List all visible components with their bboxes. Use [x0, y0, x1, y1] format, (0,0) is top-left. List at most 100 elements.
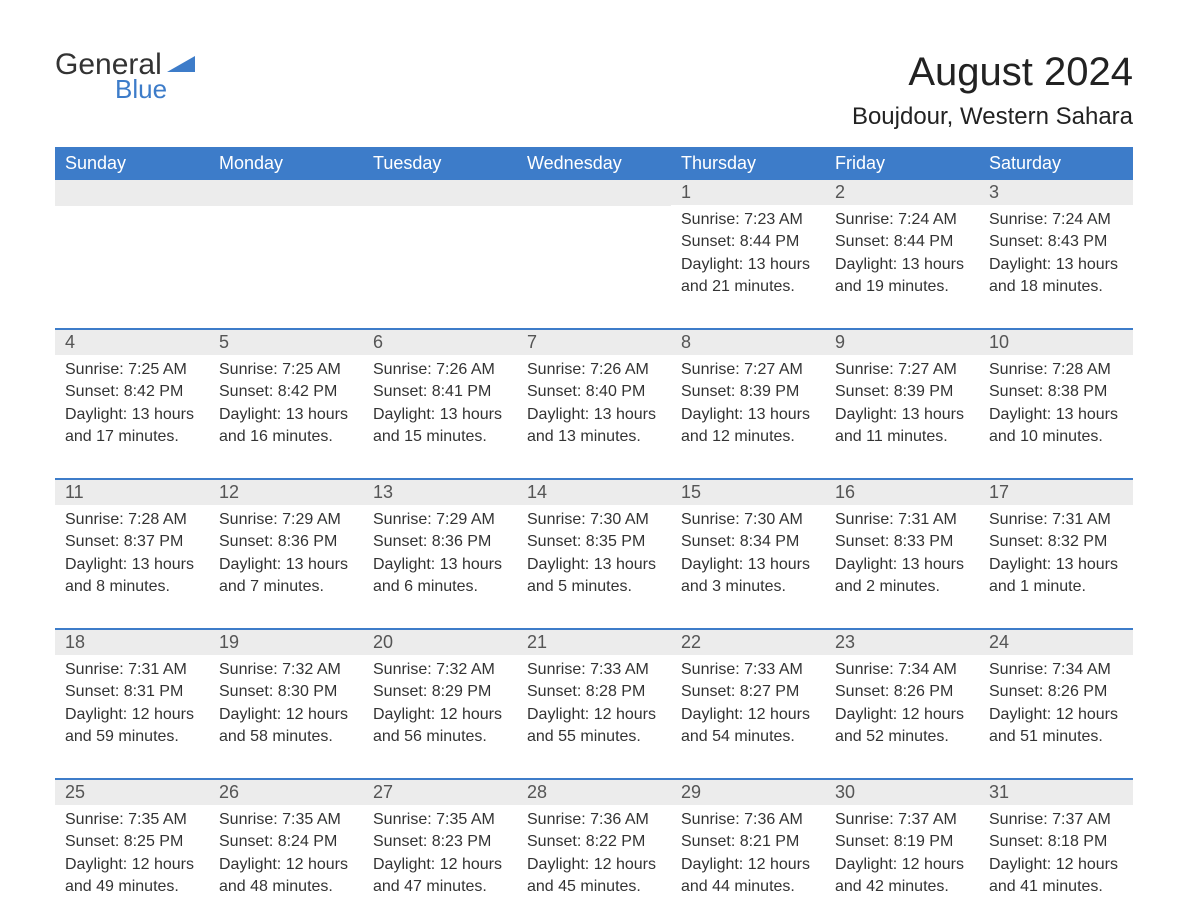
- day-number: 26: [209, 780, 363, 805]
- daylight-text-1: Daylight: 13 hours: [219, 404, 353, 426]
- day-cell: 20Sunrise: 7:32 AMSunset: 8:29 PMDayligh…: [363, 630, 517, 760]
- daylight-text-2: and 17 minutes.: [65, 426, 199, 448]
- daylight-text-1: Daylight: 13 hours: [989, 254, 1123, 276]
- sunset-text: Sunset: 8:44 PM: [681, 231, 815, 253]
- sunset-text: Sunset: 8:37 PM: [65, 531, 199, 553]
- day-number: 14: [517, 480, 671, 505]
- daylight-text-1: Daylight: 12 hours: [835, 704, 969, 726]
- daylight-text-1: Daylight: 12 hours: [527, 704, 661, 726]
- daylight-text-1: Daylight: 12 hours: [681, 854, 815, 876]
- daylight-text-2: and 8 minutes.: [65, 576, 199, 598]
- sunrise-text: Sunrise: 7:31 AM: [65, 659, 199, 681]
- day-number: 18: [55, 630, 209, 655]
- daylight-text-2: and 56 minutes.: [373, 726, 507, 748]
- daylight-text-1: Daylight: 13 hours: [527, 554, 661, 576]
- daylight-text-2: and 59 minutes.: [65, 726, 199, 748]
- day-number: 21: [517, 630, 671, 655]
- daylight-text-2: and 2 minutes.: [835, 576, 969, 598]
- daylight-text-1: Daylight: 12 hours: [219, 704, 353, 726]
- sunrise-text: Sunrise: 7:26 AM: [527, 359, 661, 381]
- sunset-text: Sunset: 8:42 PM: [65, 381, 199, 403]
- sunrise-text: Sunrise: 7:24 AM: [989, 209, 1123, 231]
- sunset-text: Sunset: 8:22 PM: [527, 831, 661, 853]
- daylight-text-2: and 18 minutes.: [989, 276, 1123, 298]
- day-content: Sunrise: 7:27 AMSunset: 8:39 PMDaylight:…: [671, 355, 825, 453]
- day-number: 6: [363, 330, 517, 355]
- day-cell: 11Sunrise: 7:28 AMSunset: 8:37 PMDayligh…: [55, 480, 209, 610]
- calendar: SundayMondayTuesdayWednesdayThursdayFrid…: [55, 147, 1133, 910]
- day-cell: 21Sunrise: 7:33 AMSunset: 8:28 PMDayligh…: [517, 630, 671, 760]
- weeks-container: 1Sunrise: 7:23 AMSunset: 8:44 PMDaylight…: [55, 180, 1133, 910]
- daylight-text-2: and 52 minutes.: [835, 726, 969, 748]
- sunrise-text: Sunrise: 7:35 AM: [373, 809, 507, 831]
- day-cell: 28Sunrise: 7:36 AMSunset: 8:22 PMDayligh…: [517, 780, 671, 910]
- empty-day-bar: [363, 180, 517, 206]
- sunrise-text: Sunrise: 7:28 AM: [989, 359, 1123, 381]
- day-content: Sunrise: 7:33 AMSunset: 8:27 PMDaylight:…: [671, 655, 825, 753]
- daylight-text-2: and 47 minutes.: [373, 876, 507, 898]
- sunset-text: Sunset: 8:33 PM: [835, 531, 969, 553]
- sunset-text: Sunset: 8:18 PM: [989, 831, 1123, 853]
- weekday-header: Sunday: [55, 147, 209, 180]
- sunset-text: Sunset: 8:36 PM: [219, 531, 353, 553]
- daylight-text-2: and 12 minutes.: [681, 426, 815, 448]
- daylight-text-1: Daylight: 13 hours: [373, 554, 507, 576]
- day-cell: 3Sunrise: 7:24 AMSunset: 8:43 PMDaylight…: [979, 180, 1133, 310]
- day-cell: 2Sunrise: 7:24 AMSunset: 8:44 PMDaylight…: [825, 180, 979, 310]
- sunrise-text: Sunrise: 7:36 AM: [681, 809, 815, 831]
- day-content: Sunrise: 7:29 AMSunset: 8:36 PMDaylight:…: [209, 505, 363, 603]
- day-cell: 29Sunrise: 7:36 AMSunset: 8:21 PMDayligh…: [671, 780, 825, 910]
- day-number: 12: [209, 480, 363, 505]
- day-content: Sunrise: 7:29 AMSunset: 8:36 PMDaylight:…: [363, 505, 517, 603]
- daylight-text-1: Daylight: 12 hours: [219, 854, 353, 876]
- day-content: Sunrise: 7:28 AMSunset: 8:38 PMDaylight:…: [979, 355, 1133, 453]
- sunset-text: Sunset: 8:29 PM: [373, 681, 507, 703]
- daylight-text-2: and 6 minutes.: [373, 576, 507, 598]
- day-number: 27: [363, 780, 517, 805]
- daylight-text-1: Daylight: 13 hours: [219, 554, 353, 576]
- sunrise-text: Sunrise: 7:29 AM: [373, 509, 507, 531]
- daylight-text-1: Daylight: 12 hours: [989, 854, 1123, 876]
- day-content: Sunrise: 7:31 AMSunset: 8:33 PMDaylight:…: [825, 505, 979, 603]
- title-block: August 2024 Boujdour, Western Sahara: [852, 50, 1133, 137]
- sunrise-text: Sunrise: 7:27 AM: [681, 359, 815, 381]
- logo-part2: Blue: [115, 76, 167, 102]
- day-cell: 1Sunrise: 7:23 AMSunset: 8:44 PMDaylight…: [671, 180, 825, 310]
- day-number: 7: [517, 330, 671, 355]
- daylight-text-2: and 21 minutes.: [681, 276, 815, 298]
- sunset-text: Sunset: 8:30 PM: [219, 681, 353, 703]
- daylight-text-1: Daylight: 13 hours: [835, 404, 969, 426]
- location: Boujdour, Western Sahara: [852, 103, 1133, 131]
- day-number: 29: [671, 780, 825, 805]
- day-cell: 7Sunrise: 7:26 AMSunset: 8:40 PMDaylight…: [517, 330, 671, 460]
- day-number: 1: [671, 180, 825, 205]
- daylight-text-2: and 42 minutes.: [835, 876, 969, 898]
- sunrise-text: Sunrise: 7:33 AM: [527, 659, 661, 681]
- day-number: 13: [363, 480, 517, 505]
- day-number: 10: [979, 330, 1133, 355]
- day-number: 15: [671, 480, 825, 505]
- day-number: 31: [979, 780, 1133, 805]
- week-row: 25Sunrise: 7:35 AMSunset: 8:25 PMDayligh…: [55, 778, 1133, 910]
- sunset-text: Sunset: 8:19 PM: [835, 831, 969, 853]
- day-cell: 5Sunrise: 7:25 AMSunset: 8:42 PMDaylight…: [209, 330, 363, 460]
- day-number: 30: [825, 780, 979, 805]
- daylight-text-2: and 11 minutes.: [835, 426, 969, 448]
- day-number: 16: [825, 480, 979, 505]
- day-content: Sunrise: 7:24 AMSunset: 8:44 PMDaylight:…: [825, 205, 979, 303]
- daylight-text-1: Daylight: 12 hours: [681, 704, 815, 726]
- sunrise-text: Sunrise: 7:36 AM: [527, 809, 661, 831]
- daylight-text-1: Daylight: 12 hours: [373, 704, 507, 726]
- daylight-text-2: and 19 minutes.: [835, 276, 969, 298]
- day-number: 9: [825, 330, 979, 355]
- daylight-text-1: Daylight: 13 hours: [65, 554, 199, 576]
- daylight-text-2: and 58 minutes.: [219, 726, 353, 748]
- day-content: Sunrise: 7:35 AMSunset: 8:23 PMDaylight:…: [363, 805, 517, 903]
- day-cell: [363, 180, 517, 310]
- daylight-text-2: and 45 minutes.: [527, 876, 661, 898]
- day-number: 17: [979, 480, 1133, 505]
- day-cell: 14Sunrise: 7:30 AMSunset: 8:35 PMDayligh…: [517, 480, 671, 610]
- day-content: Sunrise: 7:23 AMSunset: 8:44 PMDaylight:…: [671, 205, 825, 303]
- sunset-text: Sunset: 8:42 PM: [219, 381, 353, 403]
- sunrise-text: Sunrise: 7:31 AM: [989, 509, 1123, 531]
